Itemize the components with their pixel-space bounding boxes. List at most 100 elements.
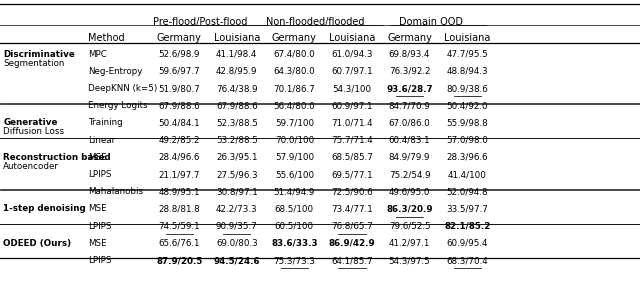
Text: 74.5/59.1: 74.5/59.1 — [158, 222, 200, 231]
Text: 47.7/95.5: 47.7/95.5 — [446, 50, 488, 59]
Text: Segmentation: Segmentation — [3, 59, 65, 68]
Text: 75.2/54.9: 75.2/54.9 — [388, 170, 431, 179]
Text: 69.5/77.1: 69.5/77.1 — [331, 170, 373, 179]
Text: Pre-flood/Post-flood: Pre-flood/Post-flood — [153, 17, 248, 27]
Text: 84.9/79.9: 84.9/79.9 — [389, 153, 430, 162]
Text: ODEED (Ours): ODEED (Ours) — [3, 239, 71, 248]
Text: 59.6/97.7: 59.6/97.7 — [158, 67, 200, 76]
Text: 67.9/88.6: 67.9/88.6 — [158, 101, 200, 110]
Text: 76.8/65.7: 76.8/65.7 — [331, 222, 373, 231]
Text: 26.3/95.1: 26.3/95.1 — [216, 153, 257, 162]
Text: 68.5/85.7: 68.5/85.7 — [331, 153, 373, 162]
Text: 51.4/94.9: 51.4/94.9 — [274, 187, 315, 196]
Text: LPIPS: LPIPS — [88, 222, 112, 231]
Text: 94.5/24.6: 94.5/24.6 — [214, 256, 260, 265]
Text: 65.6/76.1: 65.6/76.1 — [159, 239, 200, 248]
Text: 64.3/80.0: 64.3/80.0 — [273, 67, 316, 76]
Text: MSE: MSE — [88, 205, 107, 214]
Text: 27.5/96.3: 27.5/96.3 — [216, 170, 258, 179]
Text: Neg-Entropy: Neg-Entropy — [88, 67, 143, 76]
Text: 76.3/92.2: 76.3/92.2 — [389, 67, 430, 76]
Text: Energy Logits: Energy Logits — [88, 101, 148, 110]
Text: 80.9/38.6: 80.9/38.6 — [446, 84, 488, 93]
Text: MSE: MSE — [88, 153, 107, 162]
Text: 69.8/93.4: 69.8/93.4 — [389, 50, 430, 59]
Text: 70.1/86.7: 70.1/86.7 — [273, 84, 316, 93]
Text: 49.6/95.0: 49.6/95.0 — [389, 187, 430, 196]
Text: 41.4/100: 41.4/100 — [448, 170, 486, 179]
Text: 68.5/100: 68.5/100 — [275, 205, 314, 214]
Text: Reconstruction based: Reconstruction based — [3, 153, 111, 162]
Text: 60.7/97.1: 60.7/97.1 — [331, 67, 373, 76]
Text: Autoencoder: Autoencoder — [3, 162, 60, 171]
Text: 50.4/92.0: 50.4/92.0 — [446, 101, 488, 110]
Text: 60.9/95.4: 60.9/95.4 — [447, 239, 488, 248]
Text: Domain OOD: Domain OOD — [399, 17, 463, 27]
Text: 42.2/73.3: 42.2/73.3 — [216, 205, 258, 214]
Text: LPIPS: LPIPS — [88, 170, 112, 179]
Text: 67.4/80.0: 67.4/80.0 — [273, 50, 316, 59]
Text: 67.9/88.6: 67.9/88.6 — [216, 101, 258, 110]
Text: 33.5/97.7: 33.5/97.7 — [446, 205, 488, 214]
Text: 70.0/100: 70.0/100 — [275, 136, 314, 145]
Text: 75.3/73.3: 75.3/73.3 — [273, 256, 316, 265]
Text: 57.0/98.0: 57.0/98.0 — [446, 136, 488, 145]
Text: 84.7/70.9: 84.7/70.9 — [388, 101, 431, 110]
Text: Germany: Germany — [387, 33, 432, 43]
Text: 50.4/84.1: 50.4/84.1 — [158, 118, 200, 127]
Text: Germany: Germany — [272, 33, 317, 43]
Text: 60.9/97.1: 60.9/97.1 — [332, 101, 372, 110]
Text: 86.3/20.9: 86.3/20.9 — [387, 205, 433, 214]
Text: 82.1/85.2: 82.1/85.2 — [444, 222, 490, 231]
Text: 28.4/96.6: 28.4/96.6 — [159, 153, 200, 162]
Text: 79.6/52.5: 79.6/52.5 — [388, 222, 431, 231]
Text: 52.3/88.5: 52.3/88.5 — [216, 118, 258, 127]
Text: MPC: MPC — [88, 50, 107, 59]
Text: 28.8/81.8: 28.8/81.8 — [158, 205, 200, 214]
Text: DeepKNN (k=5): DeepKNN (k=5) — [88, 84, 157, 93]
Text: 83.6/33.3: 83.6/33.3 — [271, 239, 317, 248]
Text: Training: Training — [88, 118, 123, 127]
Text: LPIPS: LPIPS — [88, 256, 112, 265]
Text: 72.5/90.6: 72.5/90.6 — [331, 187, 373, 196]
Text: 56.4/80.0: 56.4/80.0 — [273, 101, 316, 110]
Text: Mahalanobis: Mahalanobis — [88, 187, 143, 196]
Text: 30.8/97.1: 30.8/97.1 — [216, 187, 258, 196]
Text: Method: Method — [88, 33, 125, 43]
Text: Discriminative: Discriminative — [3, 50, 75, 59]
Text: 90.9/35.7: 90.9/35.7 — [216, 222, 258, 231]
Text: 55.9/98.8: 55.9/98.8 — [446, 118, 488, 127]
Text: 69.0/80.3: 69.0/80.3 — [216, 239, 258, 248]
Text: Linear: Linear — [88, 136, 116, 145]
Text: 86.9/42.9: 86.9/42.9 — [329, 239, 375, 248]
Text: 53.2/88.5: 53.2/88.5 — [216, 136, 258, 145]
Text: 54.3/97.5: 54.3/97.5 — [388, 256, 431, 265]
Text: 42.8/95.9: 42.8/95.9 — [216, 67, 257, 76]
Text: 52.6/98.9: 52.6/98.9 — [159, 50, 200, 59]
Text: 76.4/38.9: 76.4/38.9 — [216, 84, 258, 93]
Text: Germany: Germany — [157, 33, 202, 43]
Text: 28.3/96.6: 28.3/96.6 — [447, 153, 488, 162]
Text: 59.7/100: 59.7/100 — [275, 118, 314, 127]
Text: 71.0/71.4: 71.0/71.4 — [331, 118, 373, 127]
Text: 48.9/95.1: 48.9/95.1 — [159, 187, 200, 196]
Text: 73.4/77.1: 73.4/77.1 — [331, 205, 373, 214]
Text: 21.1/97.7: 21.1/97.7 — [159, 170, 200, 179]
Text: Generative: Generative — [3, 118, 58, 127]
Text: 41.2/97.1: 41.2/97.1 — [389, 239, 430, 248]
Text: 54.3/100: 54.3/100 — [332, 84, 372, 93]
Text: 1-step denoising: 1-step denoising — [3, 205, 86, 214]
Text: MSE: MSE — [88, 239, 107, 248]
Text: 93.6/28.7: 93.6/28.7 — [387, 84, 433, 93]
Text: 67.0/86.0: 67.0/86.0 — [388, 118, 431, 127]
Text: Louisiana: Louisiana — [444, 33, 490, 43]
Text: Diffusion Loss: Diffusion Loss — [3, 127, 65, 136]
Text: 49.2/85.2: 49.2/85.2 — [159, 136, 200, 145]
Text: 57.9/100: 57.9/100 — [275, 153, 314, 162]
Text: 51.9/80.7: 51.9/80.7 — [158, 84, 200, 93]
Text: 75.7/71.4: 75.7/71.4 — [331, 136, 373, 145]
Text: 52.0/94.8: 52.0/94.8 — [446, 187, 488, 196]
Text: 60.4/83.1: 60.4/83.1 — [388, 136, 431, 145]
Text: 48.8/94.3: 48.8/94.3 — [446, 67, 488, 76]
Text: Non-flooded/flooded: Non-flooded/flooded — [266, 17, 365, 27]
